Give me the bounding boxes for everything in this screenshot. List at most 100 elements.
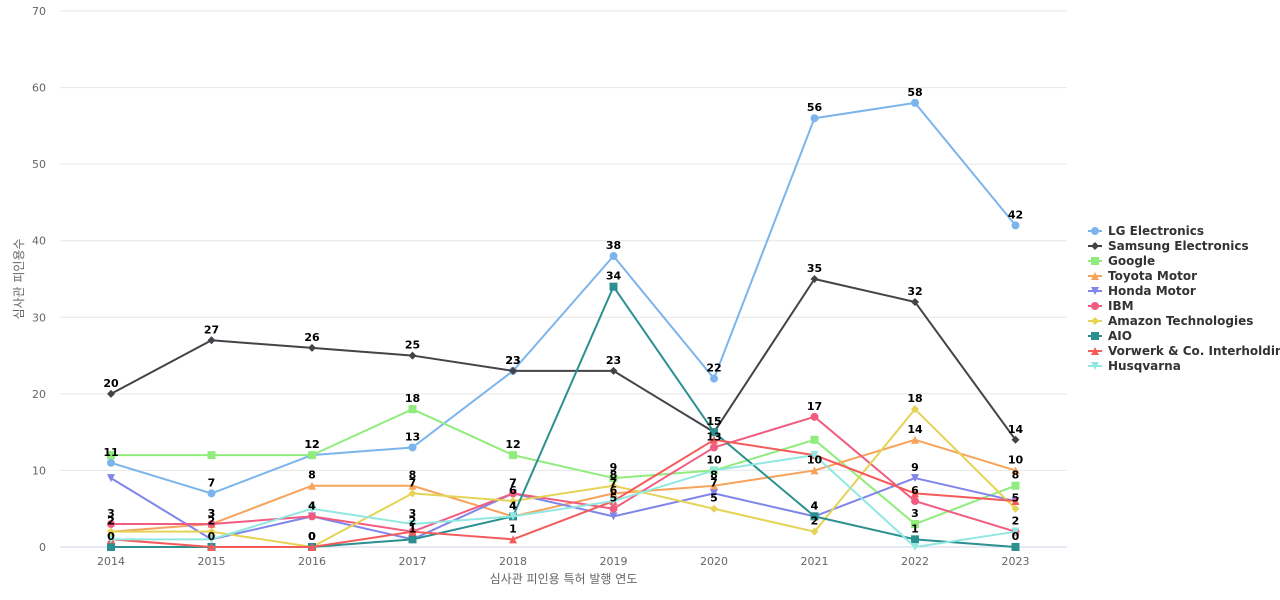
data-point-marker[interactable] [710,481,718,490]
data-point-marker[interactable] [509,497,517,506]
legend-item[interactable]: IBM [1088,299,1134,313]
data-point-marker[interactable] [107,520,115,529]
data-point-marker[interactable] [911,543,919,551]
data-point-marker[interactable] [810,527,819,536]
data-point-marker[interactable] [710,504,718,513]
data-point-marker[interactable] [509,535,517,544]
data-point-marker[interactable] [1011,481,1020,490]
data-point-marker[interactable] [609,282,618,291]
series-line[interactable] [111,408,1017,548]
data-point-marker[interactable] [911,405,919,414]
data-point-marker[interactable] [107,474,115,483]
data-point-marker[interactable] [308,543,316,551]
series-line[interactable] [110,101,1017,495]
data-point-marker[interactable] [810,435,819,444]
data-point-marker[interactable] [609,366,618,375]
series-line[interactable] [111,454,1016,548]
data-point-marker[interactable] [710,443,718,452]
data-point-marker[interactable] [1011,497,1020,506]
data-point-marker[interactable] [107,535,115,544]
data-point-marker[interactable] [308,504,316,513]
data-point-marker[interactable] [107,543,115,551]
data-point-marker[interactable] [107,527,115,536]
data-point-marker[interactable] [911,435,919,444]
data-point-marker[interactable] [107,389,115,398]
legend-item[interactable]: Google [1088,254,1155,268]
series-line[interactable] [110,477,1016,541]
data-point-marker[interactable] [810,275,819,283]
data-point-marker[interactable] [911,489,919,498]
data-point-marker[interactable] [1011,527,1020,536]
series-line[interactable] [111,415,1016,533]
data-point-marker[interactable] [408,520,417,529]
data-point-marker[interactable] [911,297,919,306]
data-point-marker[interactable] [810,512,819,521]
data-point-marker[interactable] [710,428,718,437]
data-point-marker[interactable] [710,466,718,475]
data-point-marker[interactable] [810,466,819,475]
data-point-marker[interactable] [911,520,919,529]
data-point-marker[interactable] [810,412,819,421]
legend-item[interactable]: LG Electronics [1088,224,1204,238]
data-point-marker[interactable] [207,451,216,460]
legend-item[interactable]: Samsung Electronics [1088,239,1249,253]
data-point-marker[interactable] [609,252,618,261]
data-point-marker[interactable] [710,374,718,383]
data-point-marker[interactable] [207,543,216,551]
data-point-marker[interactable] [1011,221,1020,230]
data-point-marker[interactable] [308,343,316,352]
data-point-marker[interactable] [609,474,618,483]
data-point-marker[interactable] [207,535,216,544]
data-point-marker[interactable] [609,489,618,498]
data-point-marker[interactable] [107,451,115,460]
legend-item[interactable]: Husqvarna [1088,359,1181,373]
data-point-marker[interactable] [911,474,919,483]
data-point-marker[interactable] [308,481,316,490]
data-point-marker[interactable] [1011,435,1020,444]
legend-item[interactable]: AIO [1088,329,1132,343]
series-line[interactable] [110,278,1017,441]
data-point-marker[interactable] [509,512,517,521]
data-point-marker[interactable] [810,451,819,460]
data-point-marker[interactable] [408,535,417,544]
data-point-marker[interactable] [609,497,618,506]
data-point-marker[interactable] [308,451,316,460]
data-point-marker[interactable] [308,512,316,521]
data-point-marker[interactable] [1011,504,1020,513]
data-point-marker[interactable] [710,489,718,498]
data-point-marker[interactable] [509,489,517,498]
data-point-marker[interactable] [408,443,417,452]
data-point-marker[interactable] [207,520,216,529]
legend-item[interactable]: Toyota Motor [1088,269,1197,283]
data-point-marker[interactable] [911,497,919,506]
data-point-marker[interactable] [408,527,417,536]
data-point-marker[interactable] [207,527,216,536]
data-point-marker[interactable] [107,458,115,467]
data-point-marker[interactable] [408,489,417,498]
data-label: 6 [509,484,517,497]
data-point-marker[interactable] [207,489,216,498]
data-point-marker[interactable] [710,435,718,444]
data-point-marker[interactable] [911,98,919,107]
data-point-marker[interactable] [207,336,216,345]
data-point-marker[interactable] [509,366,517,375]
data-point-marker[interactable] [911,535,919,544]
data-point-marker[interactable] [609,504,618,513]
data-point-marker[interactable] [408,351,417,360]
data-point-marker[interactable] [609,481,618,490]
data-point-marker[interactable] [509,451,517,460]
data-point-marker[interactable] [810,114,819,123]
data-point-marker[interactable] [1011,466,1020,475]
legend-item[interactable]: Vorwerk & Co. Interholding [1088,344,1280,358]
data-point-marker[interactable] [609,512,618,521]
legend-item[interactable]: Honda Motor [1088,284,1196,298]
data-point-marker[interactable] [408,405,417,414]
series-line[interactable] [110,438,1016,548]
legend-item[interactable]: Amazon Technologies [1088,314,1253,328]
data-point-marker[interactable] [408,481,417,490]
data-point-marker[interactable] [1011,543,1020,551]
series-line[interactable] [111,408,1016,526]
data-label: 5 [710,492,718,505]
